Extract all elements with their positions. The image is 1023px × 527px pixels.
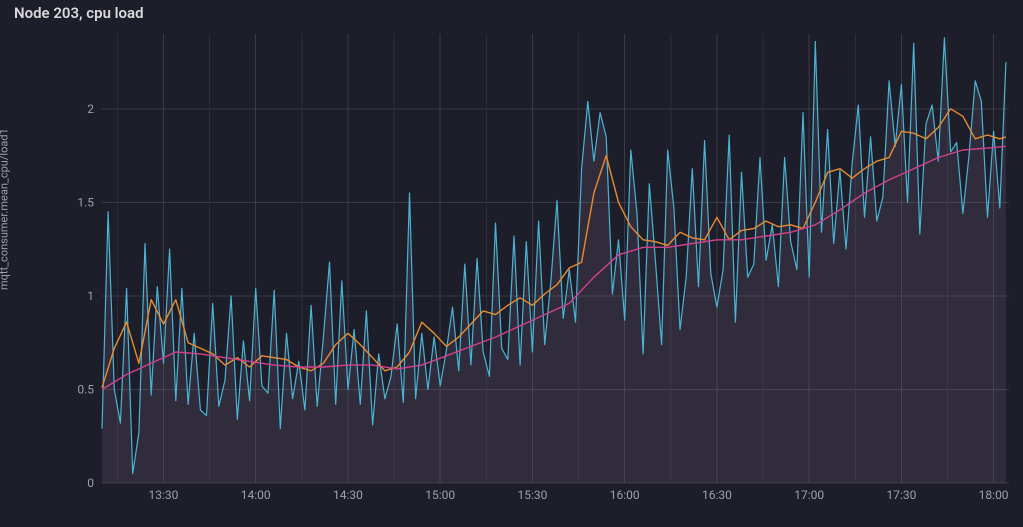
svg-text:15:00: 15:00	[425, 488, 455, 502]
panel-title: Node 203, cpu load	[14, 4, 144, 22]
svg-text:18:00: 18:00	[979, 488, 1009, 502]
svg-text:16:30: 16:30	[702, 488, 732, 502]
timeseries-chart[interactable]: 0 0.5 1 1.5 2 13:30 14:00 14:30 15:00 15:30 16:00 1…	[72, 28, 1013, 503]
svg-text:14:00: 14:00	[241, 488, 271, 502]
svg-text:14:30: 14:30	[333, 488, 363, 502]
svg-text:16:00: 16:00	[610, 488, 640, 502]
svg-text:15:30: 15:30	[517, 488, 547, 502]
svg-text:0: 0	[87, 476, 94, 490]
svg-text:1: 1	[87, 289, 94, 303]
svg-text:0.5: 0.5	[77, 382, 94, 396]
svg-text:2: 2	[87, 102, 94, 116]
y-axis-label: mqtt_consumer.mean_cpu/load1	[0, 128, 11, 290]
svg-text:17:00: 17:00	[794, 488, 824, 502]
cpu-load-panel: Node 203, cpu load mqtt_consumer.mean_cp…	[0, 0, 1023, 527]
svg-text:1.5: 1.5	[77, 195, 94, 209]
svg-text:13:30: 13:30	[149, 488, 179, 502]
svg-text:17:30: 17:30	[886, 488, 916, 502]
